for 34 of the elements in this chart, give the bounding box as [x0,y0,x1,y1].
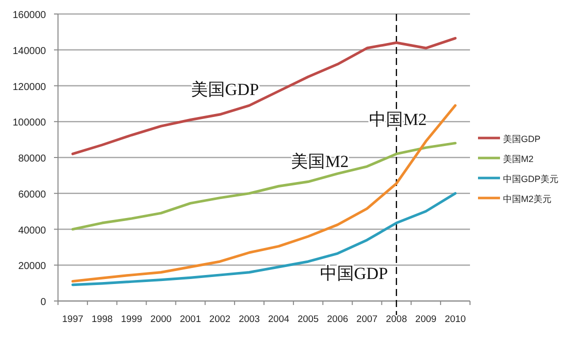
x-tick-label: 2005 [298,314,319,325]
x-tick-label: 2000 [150,314,172,325]
line-series [71,142,457,231]
legend-label: 中国M2美元 [503,194,552,204]
y-tick-label: 80000 [18,154,46,164]
y-tick-label: 120000 [12,82,46,93]
annotation: 美国GDP [190,80,260,99]
x-tick-label: 1997 [62,314,84,325]
x-tick-label: 2010 [444,314,466,325]
x-tick-label: 2006 [327,314,348,325]
x-tick-label: 2007 [356,314,378,325]
y-tick-label: 160000 [12,10,46,21]
x-tick-label: 2009 [415,314,436,325]
annotation: 中国M2 [369,110,427,129]
legend-label: 中国GDP美元 [503,174,559,184]
x-tick-label: 1998 [92,314,113,325]
x-tick-label: 2003 [238,314,260,325]
y-tick-label: 40000 [18,225,46,236]
y-tick-label: 0 [40,297,46,308]
annotation: 美国M2 [291,152,349,171]
x-tick-label: 2008 [386,314,407,325]
x-tick-label: 1999 [121,314,142,325]
legend-label: 美国M2 [503,154,534,164]
x-tick-label: 2002 [209,314,230,325]
x-tick-label: 2004 [268,314,290,325]
annotation: 中国GDP [320,264,388,283]
x-tick-label: 2001 [180,314,201,325]
line-series [71,192,457,286]
y-tick-label: 60000 [18,189,46,200]
y-tick-label: 100000 [12,118,46,129]
y-tick-label: 20000 [18,261,46,272]
y-tick-label: 140000 [12,46,46,57]
legend-label: 美国GDP [503,134,541,144]
line-series [71,104,457,283]
